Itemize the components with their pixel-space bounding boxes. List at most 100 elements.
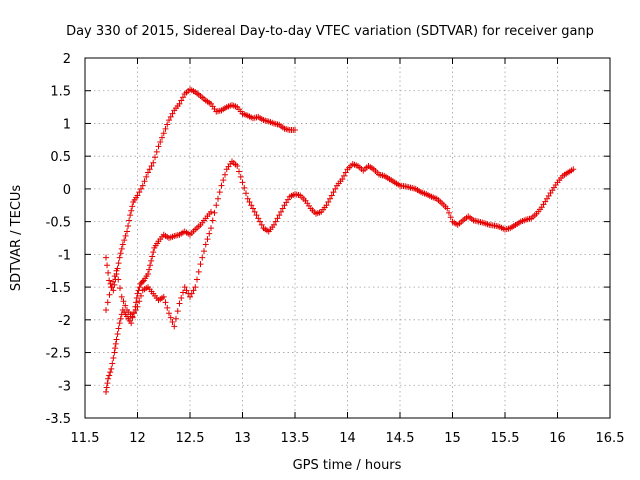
data-point <box>122 302 129 309</box>
data-point <box>128 207 135 214</box>
data-point <box>128 320 135 327</box>
data-point <box>209 217 216 224</box>
data-point <box>129 203 136 210</box>
data-point <box>150 249 157 256</box>
x-tick-label: 12.5 <box>176 431 205 446</box>
data-point <box>139 278 146 285</box>
data-point <box>148 257 155 264</box>
data-point <box>104 299 111 306</box>
data-point <box>150 159 157 166</box>
data-point <box>126 217 133 224</box>
data-point <box>108 365 115 372</box>
data-point <box>146 266 153 273</box>
data-point <box>339 176 346 183</box>
data-point <box>160 293 167 300</box>
data-point <box>104 380 111 387</box>
data-point <box>129 313 136 320</box>
data-point <box>113 267 120 274</box>
data-point <box>255 215 262 222</box>
data-point <box>248 202 255 209</box>
data-point <box>278 208 284 215</box>
data-point <box>155 143 162 150</box>
data-point <box>149 253 156 260</box>
data-point <box>143 173 150 180</box>
data-point <box>124 228 130 235</box>
data-point <box>190 287 197 294</box>
y-tick-label: 1.5 <box>50 85 71 100</box>
data-point <box>208 208 214 215</box>
x-tick-label: 11.5 <box>71 431 100 446</box>
data-point <box>257 218 263 225</box>
data-point <box>116 320 123 327</box>
x-tick-label: 15.5 <box>491 431 520 446</box>
data-point <box>342 169 349 176</box>
y-tick-label: -2.5 <box>46 347 71 362</box>
data-point <box>276 212 283 219</box>
data-point <box>118 293 125 300</box>
data-point <box>169 110 176 117</box>
y-tick-labels: -3.5 -3 -2.5 -2 -1.5 -1 -0.5 0 0.5 1 1.5 2 <box>46 52 71 427</box>
data-point <box>244 195 251 202</box>
chart-title: Day 330 of 2015, Sidereal Day-to-day VTE… <box>66 24 594 39</box>
data-point <box>113 336 120 343</box>
data-point <box>117 250 124 257</box>
data-point <box>117 285 123 292</box>
data-point <box>447 214 454 221</box>
ticks <box>84 57 611 419</box>
data-point <box>103 307 109 313</box>
data-point <box>138 292 144 299</box>
series-arc-2 <box>103 208 214 395</box>
y-tick-label: 1 <box>63 117 71 132</box>
y-tick-label: -2 <box>58 314 71 329</box>
data-point <box>145 271 151 277</box>
data-point <box>239 179 246 186</box>
data-point <box>148 163 155 169</box>
data-point <box>215 195 221 202</box>
data-point <box>134 290 141 297</box>
data-point <box>570 166 577 173</box>
data-point <box>167 314 174 321</box>
data-point <box>192 284 199 291</box>
data-point <box>104 262 111 269</box>
data-point <box>136 189 143 196</box>
y-tick-label: 0.5 <box>50 150 71 165</box>
data-point <box>341 172 347 179</box>
data-point <box>112 340 119 347</box>
data-point <box>103 384 110 391</box>
data-point <box>110 278 116 285</box>
data-point <box>125 223 132 229</box>
data-point <box>253 212 260 219</box>
x-tick-label: 13 <box>234 431 251 446</box>
data-point <box>115 276 122 283</box>
data-point <box>201 248 207 255</box>
data-point <box>127 212 134 219</box>
data-point <box>204 236 211 243</box>
data-point <box>153 148 160 155</box>
data-point <box>110 355 117 361</box>
data-point <box>181 284 188 291</box>
y-tick-label: -3 <box>58 379 71 394</box>
data-point <box>234 163 241 169</box>
data-point <box>446 209 452 216</box>
data-point <box>119 241 126 248</box>
data-point <box>111 273 118 280</box>
series-arc-3 <box>103 158 577 330</box>
data-point <box>115 260 122 267</box>
data-point <box>138 185 144 192</box>
data-point <box>105 269 112 276</box>
data-point <box>330 189 337 196</box>
data-point <box>103 388 109 395</box>
x-tick-label: 14.5 <box>386 431 415 446</box>
data-point <box>250 205 256 212</box>
y-tick-label: -1 <box>58 248 71 263</box>
data-point <box>106 277 113 284</box>
data-point <box>166 117 172 124</box>
data-point <box>206 230 213 237</box>
x-tick-label: 12 <box>129 431 146 446</box>
data-point <box>136 284 143 291</box>
data-point <box>145 169 151 176</box>
data-point <box>211 209 218 216</box>
data-point <box>105 375 112 382</box>
data-point <box>173 315 179 322</box>
